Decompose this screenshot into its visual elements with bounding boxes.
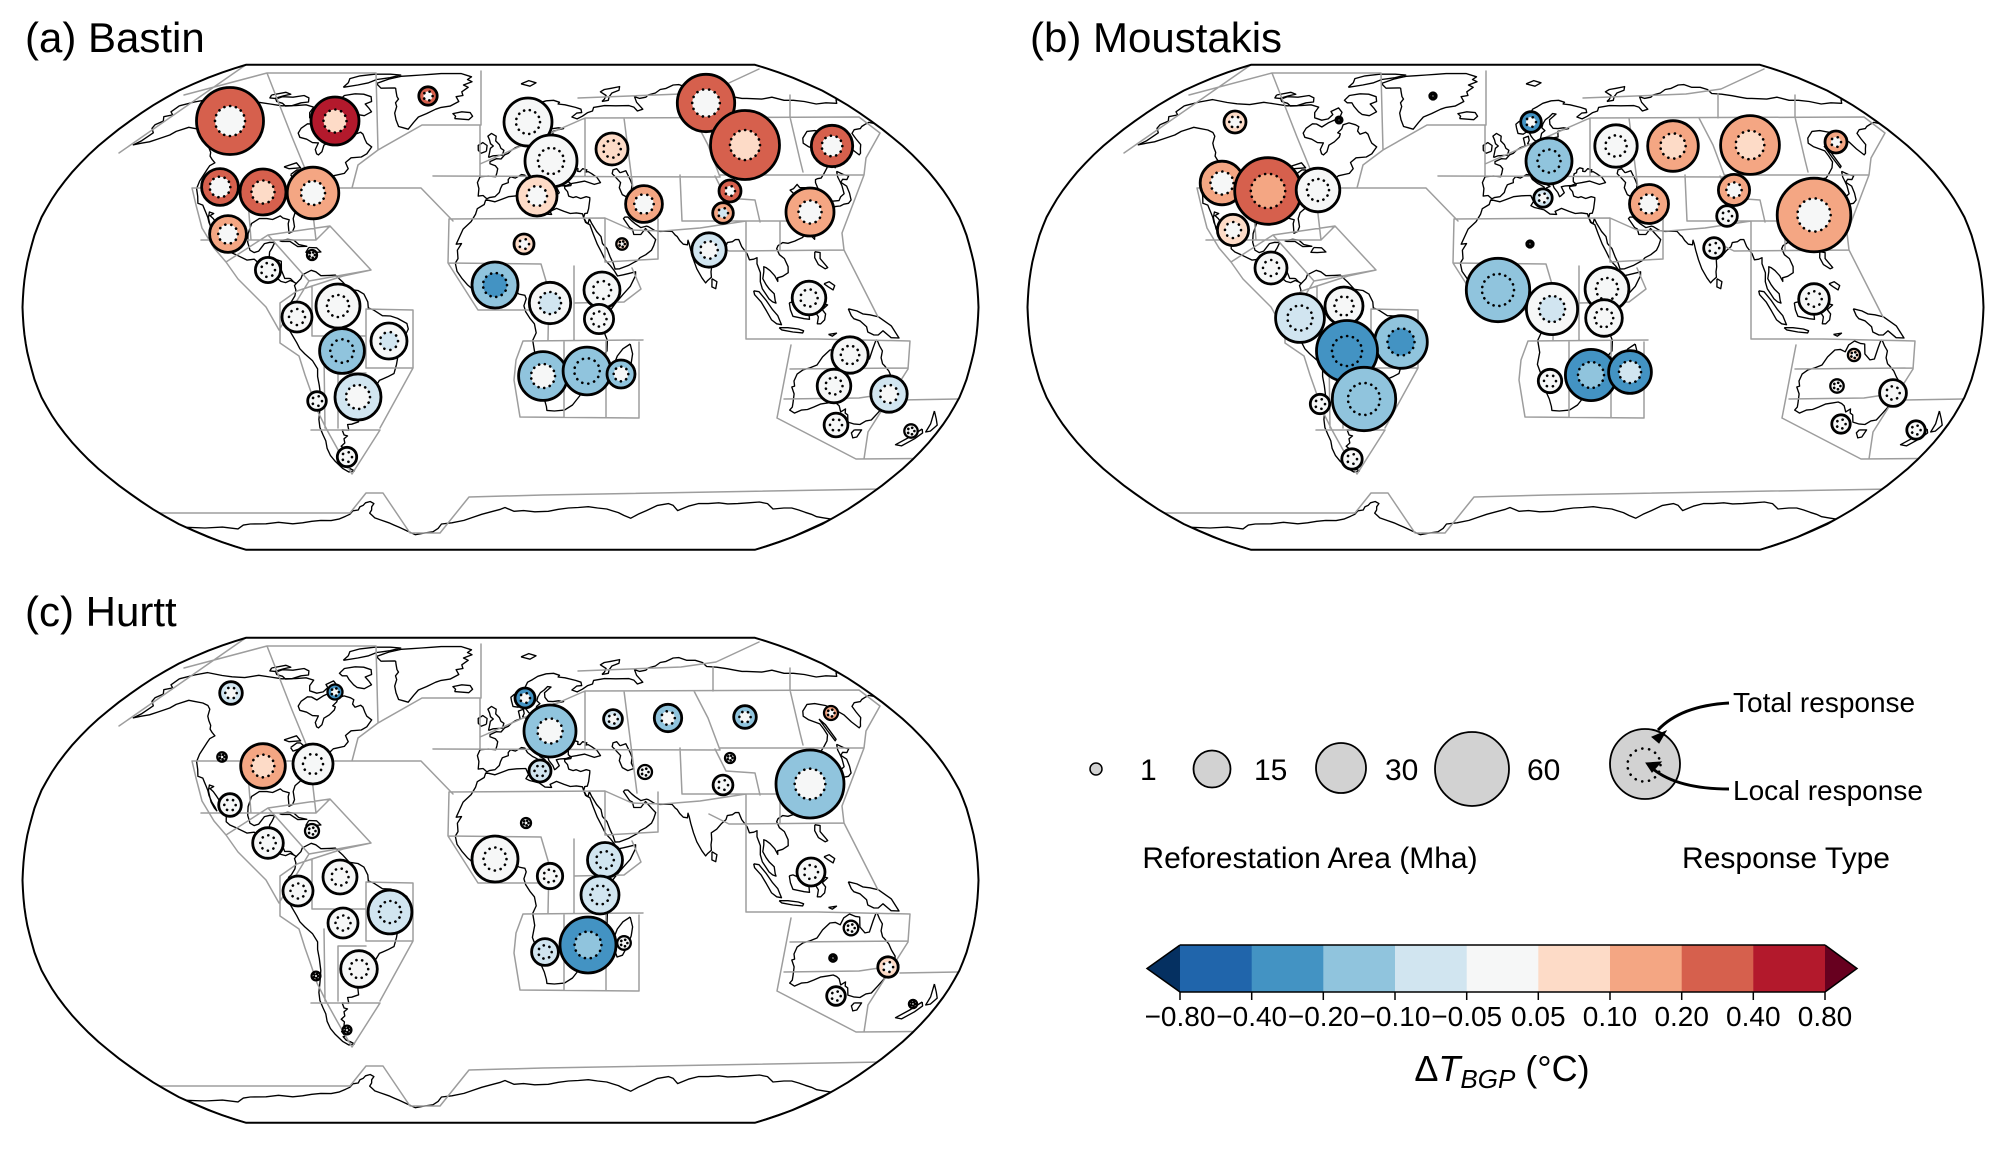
- svg-text:−0.10: −0.10: [1360, 1001, 1431, 1032]
- svg-text:Total response: Total response: [1733, 687, 1915, 718]
- svg-text:Response Type: Response Type: [1682, 842, 1890, 875]
- svg-text:Local response: Local response: [1733, 775, 1923, 806]
- svg-text:−0.40: −0.40: [1216, 1001, 1287, 1032]
- svg-text:0.05: 0.05: [1511, 1001, 1566, 1032]
- svg-text:0.80: 0.80: [1798, 1001, 1853, 1032]
- svg-text:(c) Hurtt: (c) Hurtt: [25, 588, 177, 635]
- svg-text:(b) Moustakis: (b) Moustakis: [1030, 14, 1282, 61]
- svg-text:0.20: 0.20: [1654, 1001, 1709, 1032]
- svg-text:0.40: 0.40: [1726, 1001, 1781, 1032]
- svg-text:−0.20: −0.20: [1288, 1001, 1359, 1032]
- svg-text:Reforestation Area (Mha): Reforestation Area (Mha): [1142, 842, 1477, 875]
- svg-text:−0.80: −0.80: [1145, 1001, 1216, 1032]
- svg-text:1: 1: [1140, 754, 1157, 787]
- svg-text:0.10: 0.10: [1583, 1001, 1638, 1032]
- svg-text:15: 15: [1254, 754, 1287, 787]
- svg-text:−0.05: −0.05: [1431, 1001, 1502, 1032]
- svg-text:30: 30: [1385, 754, 1418, 787]
- svg-text:60: 60: [1527, 754, 1560, 787]
- svg-text:(a) Bastin: (a) Bastin: [25, 14, 205, 61]
